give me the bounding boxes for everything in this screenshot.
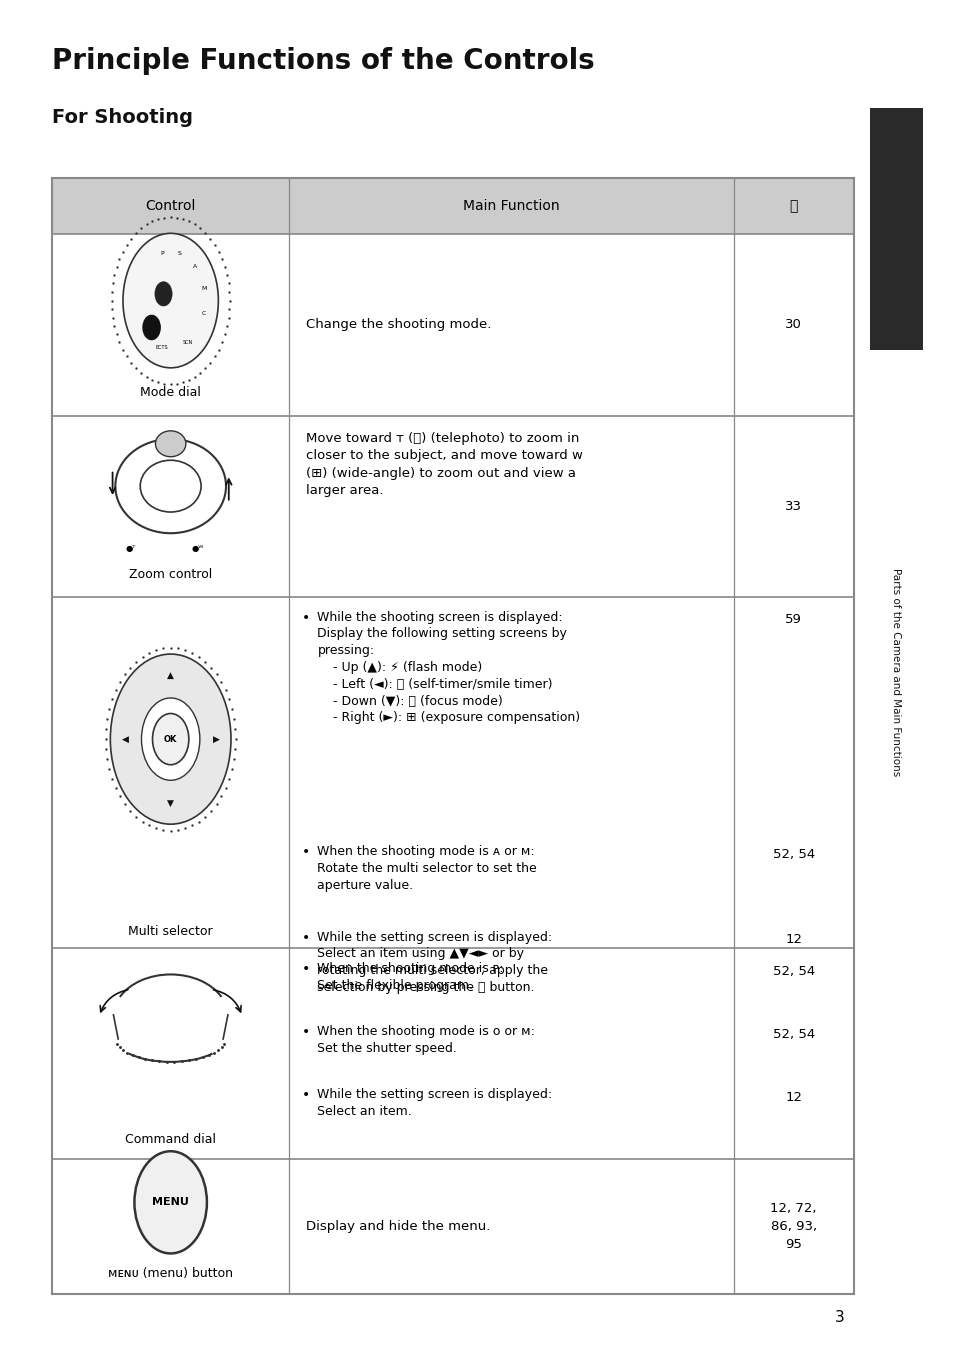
- Text: SCN: SCN: [183, 340, 193, 346]
- Text: 12: 12: [784, 1091, 801, 1104]
- Text: While the shooting screen is displayed:
Display the following setting screens by: While the shooting screen is displayed: …: [317, 611, 580, 725]
- Text: ●ᵀ: ●ᵀ: [125, 543, 135, 553]
- Text: 3: 3: [834, 1310, 843, 1325]
- Text: S: S: [177, 252, 181, 257]
- Text: 59: 59: [784, 613, 801, 627]
- Text: When the shooting mode is ᴘ:
Set the flexible program.: When the shooting mode is ᴘ: Set the fle…: [317, 962, 503, 991]
- Text: Display and hide the menu.: Display and hide the menu.: [306, 1220, 490, 1233]
- Text: ●ᵂ: ●ᵂ: [191, 543, 203, 553]
- Text: •: •: [302, 1088, 310, 1103]
- Circle shape: [134, 1151, 207, 1254]
- Bar: [869, 108, 922, 350]
- Text: •: •: [302, 611, 310, 624]
- Text: ▶: ▶: [213, 734, 219, 744]
- Text: Control: Control: [145, 199, 195, 213]
- Circle shape: [123, 233, 218, 367]
- Circle shape: [143, 315, 160, 339]
- Text: 52, 54: 52, 54: [772, 847, 814, 861]
- Text: Mode dial: Mode dial: [140, 386, 201, 399]
- Text: 52, 54: 52, 54: [772, 1028, 814, 1041]
- Text: ECTS: ECTS: [155, 344, 168, 350]
- Text: ◀: ◀: [122, 734, 129, 744]
- Text: C: C: [201, 311, 206, 316]
- Text: 52, 54: 52, 54: [772, 964, 814, 978]
- Text: Change the shooting mode.: Change the shooting mode.: [306, 319, 491, 331]
- Text: ▼: ▼: [167, 799, 174, 807]
- Text: Multi selector: Multi selector: [129, 924, 213, 937]
- Text: 📖: 📖: [789, 199, 797, 213]
- Text: Main Function: Main Function: [462, 199, 559, 213]
- Circle shape: [154, 281, 172, 305]
- Text: 12, 72,
86, 93,
95: 12, 72, 86, 93, 95: [770, 1202, 816, 1251]
- Text: When the shooting mode is ᴏ or ᴍ:
Set the shutter speed.: When the shooting mode is ᴏ or ᴍ: Set th…: [317, 1025, 535, 1054]
- Text: Principle Functions of the Controls: Principle Functions of the Controls: [52, 47, 595, 75]
- Text: Command dial: Command dial: [125, 1132, 216, 1146]
- Text: M: M: [201, 285, 206, 291]
- Text: Move toward ᴛ (🔍) (telephoto) to zoom in
closer to the subject, and move toward : Move toward ᴛ (🔍) (telephoto) to zoom in…: [306, 432, 582, 498]
- Circle shape: [141, 698, 199, 780]
- Text: For Shooting: For Shooting: [52, 108, 193, 126]
- Text: •: •: [302, 962, 310, 976]
- Text: 30: 30: [784, 319, 801, 331]
- Text: 33: 33: [784, 500, 801, 512]
- Text: While the setting screen is displayed:
Select an item.: While the setting screen is displayed: S…: [317, 1088, 552, 1118]
- Circle shape: [152, 713, 189, 765]
- Text: P: P: [160, 252, 163, 257]
- Text: OK: OK: [164, 734, 177, 744]
- Text: 12: 12: [784, 933, 801, 947]
- Text: Zoom control: Zoom control: [129, 568, 213, 581]
- Text: ▲: ▲: [167, 671, 174, 679]
- Text: Parts of the Camera and Main Functions: Parts of the Camera and Main Functions: [890, 569, 901, 776]
- Text: •: •: [302, 931, 310, 944]
- Text: When the shooting mode is ᴀ or ᴍ:
Rotate the multi selector to set the
aperture : When the shooting mode is ᴀ or ᴍ: Rotate…: [317, 845, 537, 892]
- Ellipse shape: [155, 430, 186, 457]
- Text: •: •: [302, 845, 310, 859]
- Bar: [52, 178, 853, 234]
- Text: A: A: [193, 264, 197, 269]
- Text: •: •: [302, 1025, 310, 1040]
- Text: While the setting screen is displayed:
Select an item using ▲▼◄► or by
rotating : While the setting screen is displayed: S…: [317, 931, 552, 994]
- Circle shape: [111, 654, 231, 824]
- Text: ᴍᴇɴᴜ (menu) button: ᴍᴇɴᴜ (menu) button: [108, 1267, 233, 1280]
- Text: MENU: MENU: [152, 1197, 189, 1208]
